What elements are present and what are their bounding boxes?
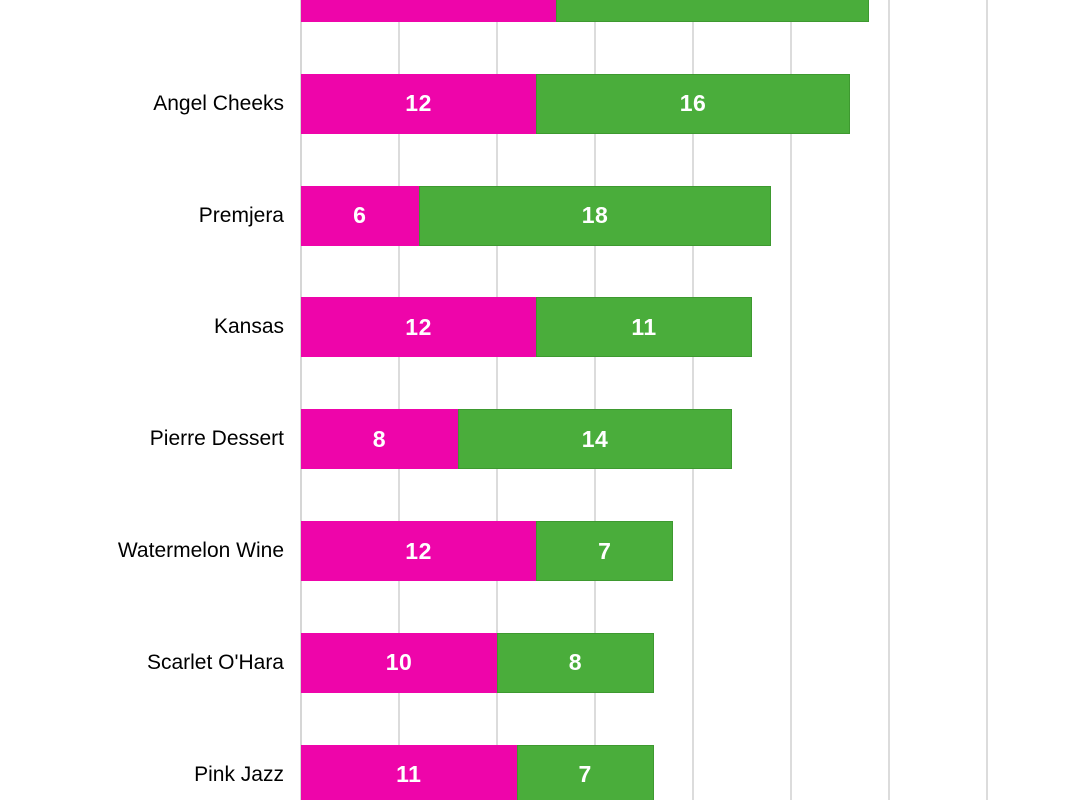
bar-value-label: 16 bbox=[699, 0, 726, 6]
bar-segment-magenta: 12 bbox=[301, 521, 537, 581]
chart-row: Pink Jazz 11 7 bbox=[0, 744, 1080, 800]
bar-value-label: 13 bbox=[415, 0, 442, 6]
category-label: Scarlet O'Hara bbox=[146, 650, 284, 674]
chart-row: Angel Cheeks 12 16 bbox=[0, 73, 1080, 134]
bar-segment-green: 14 bbox=[457, 409, 733, 470]
gridline-x-20 bbox=[692, 0, 694, 800]
bar-segment-green: 7 bbox=[536, 521, 674, 581]
bar-segment-green: 11 bbox=[536, 297, 752, 358]
bar-segment-green: 8 bbox=[497, 632, 654, 693]
chart-row: Scarlet O'Hara 10 8 bbox=[0, 632, 1080, 693]
bar-value-label: 16 bbox=[679, 90, 707, 117]
bar-value-label: 8 bbox=[568, 649, 583, 676]
category-label: Watermelon Wine bbox=[117, 539, 284, 562]
bar-value-label: 7 bbox=[598, 537, 612, 564]
bar-value-label: 6 bbox=[353, 202, 367, 229]
chart-row: Premjera 6 18 bbox=[0, 185, 1080, 246]
category-axis-line bbox=[300, 0, 302, 800]
category-label: Pink Jazz bbox=[194, 762, 284, 786]
bar-segment-magenta: 13 bbox=[301, 0, 556, 22]
chart-row: Watermelon Wine 12 7 bbox=[0, 521, 1080, 581]
bar-segment-magenta: 11 bbox=[301, 744, 517, 800]
bar-segment-magenta: 12 bbox=[301, 297, 537, 358]
category-label: Pierre Dessert bbox=[149, 427, 284, 451]
bar-segment-green: 16 bbox=[536, 73, 850, 134]
bar-value-label: 7 bbox=[578, 761, 592, 788]
gridline-x-35 bbox=[986, 0, 988, 800]
category-label: Angel Cheeks bbox=[153, 91, 284, 115]
bar-value-label: 12 bbox=[405, 90, 432, 117]
chart-row: Kansas 12 11 bbox=[0, 297, 1080, 358]
gridline-x-5 bbox=[398, 0, 400, 800]
chart-row: Pierre Dessert 8 14 bbox=[0, 409, 1080, 470]
bar-value-label: 11 bbox=[631, 313, 657, 340]
bar-value-label: 10 bbox=[385, 649, 413, 676]
bar-value-label: 12 bbox=[405, 313, 432, 340]
bar-value-label: 14 bbox=[581, 425, 609, 452]
bar-segment-magenta: 12 bbox=[301, 73, 537, 134]
bar-segment-magenta: 6 bbox=[301, 185, 419, 246]
bar-value-label: 12 bbox=[405, 537, 432, 564]
bar-value-label: 8 bbox=[372, 425, 387, 452]
category-label: Kansas bbox=[213, 315, 284, 339]
bar-value-label: 18 bbox=[581, 202, 609, 229]
bar-segment-green: 16 bbox=[555, 0, 870, 22]
chart-row: 13 16 bbox=[0, 0, 1080, 22]
bar-segment-green: 18 bbox=[418, 185, 772, 246]
bar-segment-magenta: 10 bbox=[301, 632, 497, 693]
gridline-x-10 bbox=[496, 0, 498, 800]
gridline-x-25 bbox=[790, 0, 792, 800]
bar-segment-magenta: 8 bbox=[301, 409, 458, 470]
bar-value-label: 11 bbox=[396, 761, 422, 788]
category-label: Premjera bbox=[198, 203, 284, 227]
bar-segment-green: 7 bbox=[516, 744, 654, 800]
gridline-x-30 bbox=[888, 0, 890, 800]
gridline-x-15 bbox=[594, 0, 596, 800]
